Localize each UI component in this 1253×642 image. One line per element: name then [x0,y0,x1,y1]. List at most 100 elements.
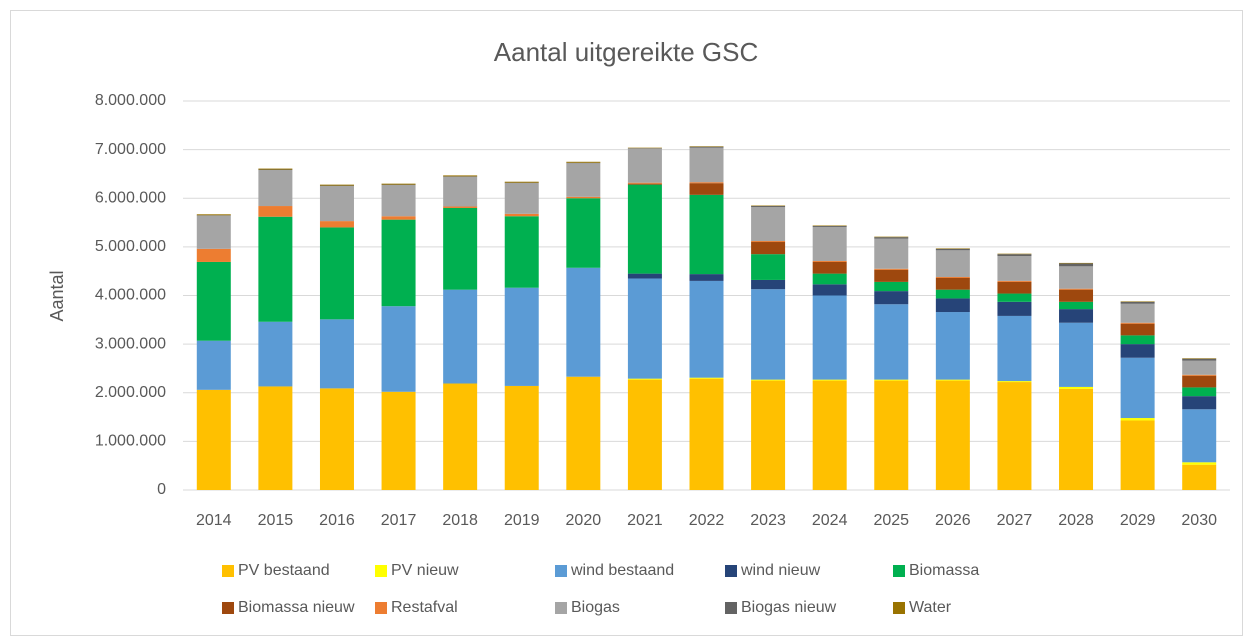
bar-segment [813,226,847,227]
x-tick-label: 2018 [442,512,478,529]
legend-swatch [893,602,905,614]
x-tick-label: 2015 [258,512,294,529]
bar-segment [1182,462,1216,464]
bar-segment [936,290,970,299]
bar-segment [197,390,231,490]
x-tick-label: 2027 [997,512,1033,529]
x-tick-label: 2021 [627,512,663,529]
legend-swatch [893,565,905,577]
chart-title: Aantal uitgereikte GSC [494,37,758,67]
y-tick-label: 5.000.000 [95,238,166,255]
x-tick-label: 2023 [750,512,786,529]
legend-swatch [375,602,387,614]
bar-segment [628,183,662,184]
bar-segment [751,207,785,241]
bar-segment [1059,309,1093,323]
bar-segment [813,262,847,274]
bar-segment [936,277,970,278]
bar-segment [505,386,539,490]
bar-segment [936,380,970,381]
bar-segment [1182,376,1216,388]
bar-segment [751,206,785,207]
bar-segment [1182,396,1216,409]
bar-segment [628,274,662,279]
bar-segment [258,322,292,387]
bar-segment [1059,387,1093,389]
legend-label: wind nieuw [740,562,821,579]
bar-segment [1059,290,1093,302]
bar-segment [566,198,600,268]
x-tick-label: 2029 [1120,512,1156,529]
bar-segment [382,185,416,216]
bar-segment [813,274,847,285]
bar-segment [1059,266,1093,288]
y-tick-label: 6.000.000 [95,189,166,206]
bar-segment [874,291,908,304]
legend-label: Biomassa [909,562,979,579]
bar-segment [505,182,539,183]
bar-segment [813,227,847,261]
chart-frame [11,11,1243,636]
bar-segment [197,216,231,249]
bar-segment [813,261,847,262]
bar-segment [443,175,477,176]
bar-segment [690,281,724,378]
x-tick-label: 2028 [1058,512,1094,529]
x-tick-label: 2030 [1181,512,1217,529]
legend-swatch [222,565,234,577]
bar-segment [505,183,539,214]
bar-segment [320,221,354,227]
y-tick-label: 2.000.000 [95,384,166,401]
y-tick-label: 3.000.000 [95,335,166,352]
bar-segment [690,378,724,379]
bar-segment [1059,323,1093,387]
bar-segment [197,262,231,341]
bar-segment [1121,335,1155,344]
bar-segment [813,284,847,295]
x-tick-label: 2024 [812,512,848,529]
y-tick-label: 4.000.000 [95,287,166,304]
bar-segment [997,316,1031,381]
bar-segment [813,381,847,490]
bar-segment [628,379,662,380]
bar-segment [751,280,785,289]
y-tick-label: 8.000.000 [95,92,166,109]
bar-segment [1121,418,1155,420]
bar-segment [1182,359,1216,361]
legend-swatch [555,565,567,577]
y-tick-label: 7.000.000 [95,141,166,158]
bar-segment [197,249,231,262]
bar-segment [690,195,724,274]
bar-segment [628,185,662,274]
bar-segment [1182,361,1216,375]
legend-label: wind bestaand [570,562,674,579]
bar-segment [1182,465,1216,490]
bar-segment [258,217,292,322]
bar-segment [690,274,724,281]
bar-segment [874,270,908,282]
bar-segment [443,384,477,490]
bar-segment [874,380,908,381]
x-tick-label: 2022 [689,512,725,529]
bar-segment [997,381,1031,382]
bar-segment [997,281,1031,282]
bar-segment [690,147,724,148]
bar-segment [197,341,231,390]
bar-segment [997,294,1031,302]
bar-segment [382,392,416,490]
legend-label: Water [909,599,952,616]
bar-segment [997,254,1031,256]
legend-swatch [725,565,737,577]
bar-segment [690,183,724,195]
bar-segment [320,388,354,490]
bar-segment [997,282,1031,294]
x-tick-label: 2026 [935,512,971,529]
x-tick-label: 2014 [196,512,232,529]
bar-segment [628,149,662,183]
bar-segment [751,254,785,280]
bar-segment [936,298,970,312]
bar-segment [320,227,354,319]
bar-segment [751,242,785,254]
bar-segment [874,237,908,238]
